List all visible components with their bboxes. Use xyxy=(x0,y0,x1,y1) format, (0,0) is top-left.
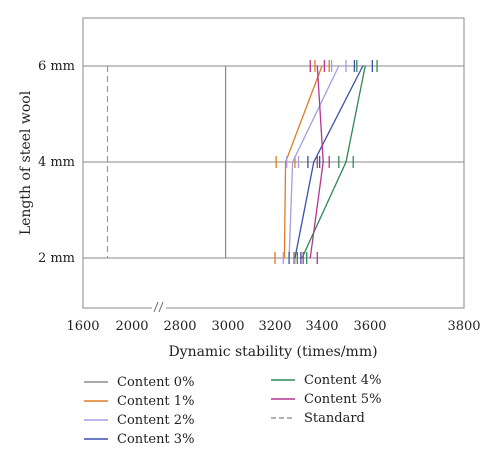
data-point xyxy=(322,161,325,163)
tick-labels: 2 mm 4 mm 6 mm 1600 2000 2800 3000 3200 3400 3600… xyxy=(38,59,481,334)
legend-item: Content 1% xyxy=(84,394,194,409)
legend-label: Content 3% xyxy=(117,432,194,447)
plot-area xyxy=(82,17,465,309)
y-tick-label: 6 mm xyxy=(38,59,75,74)
data-point xyxy=(364,65,367,67)
legend-item: Standard xyxy=(271,411,365,426)
series-content-4- xyxy=(296,60,378,264)
data-point xyxy=(316,65,319,67)
data-point xyxy=(312,161,315,163)
x-axis-title: Dynamic stability (times/mm) xyxy=(168,344,377,360)
x-tick-label: 3800 xyxy=(447,319,480,334)
series-layer xyxy=(106,60,378,264)
x-tick-label: 3200 xyxy=(258,319,291,334)
legend-item: Content 4% xyxy=(271,373,381,388)
y-axis-title: Length of steel wool xyxy=(18,90,34,235)
data-point xyxy=(338,65,340,67)
x-tick-label: 2800 xyxy=(163,319,196,334)
data-point xyxy=(362,65,364,67)
x-tick-label: 3400 xyxy=(305,319,338,334)
x-tick-label: 1600 xyxy=(66,319,99,334)
legend-item: Content 0% xyxy=(84,375,194,390)
series-content-3- xyxy=(288,60,374,264)
x-tick-label: 2000 xyxy=(115,319,148,334)
data-point xyxy=(291,161,294,163)
legend-item: Content 5% xyxy=(271,392,381,407)
data-point xyxy=(309,257,312,259)
legend-label: Content 4% xyxy=(304,373,381,388)
legend-label: Standard xyxy=(304,411,365,426)
legend-label: Content 5% xyxy=(304,392,381,407)
legend-item: Content 2% xyxy=(84,413,194,428)
data-point xyxy=(301,257,303,259)
data-point xyxy=(284,161,287,163)
axis-break-mark xyxy=(152,300,166,316)
legend-item: Content 3% xyxy=(84,432,194,447)
x-tick-label: 3600 xyxy=(353,319,386,334)
series-content-5- xyxy=(302,60,330,264)
series-content-1- xyxy=(274,60,330,264)
legend-label: Content 0% xyxy=(117,375,194,390)
series-content-2- xyxy=(282,60,347,264)
data-point xyxy=(294,257,296,259)
legend: Content 0% Content 1% Content 2% Content 3%… xyxy=(84,373,381,447)
grid xyxy=(83,65,464,259)
y-tick-label: 4 mm xyxy=(38,155,75,170)
legend-label: Content 2% xyxy=(117,413,194,428)
data-point xyxy=(345,161,347,163)
x-tick-label: 3000 xyxy=(211,319,244,334)
y-tick-label: 2 mm xyxy=(38,251,75,266)
data-point xyxy=(321,65,323,67)
legend-label: Content 1% xyxy=(117,394,194,409)
data-point xyxy=(283,257,286,259)
